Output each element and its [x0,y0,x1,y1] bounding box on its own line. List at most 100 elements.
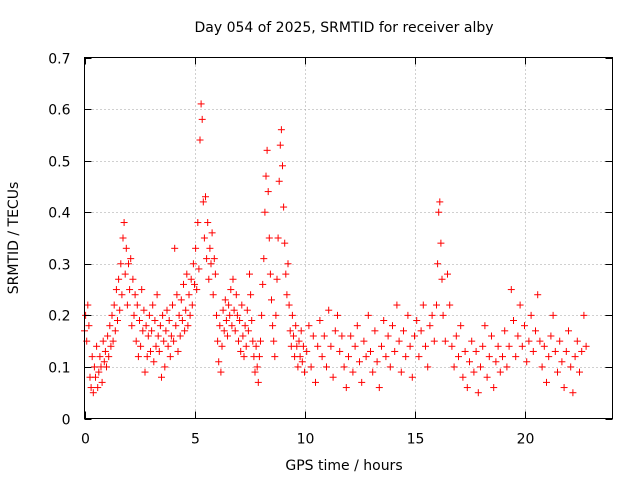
data-point [275,177,283,185]
data-point [576,368,583,376]
data-point [494,342,502,350]
data-point [232,291,240,299]
data-point [209,291,217,299]
data-point [573,337,581,345]
data-point [382,353,390,361]
data-point [197,100,205,108]
data-point [129,275,137,283]
data-point [158,373,165,381]
data-point [276,141,284,149]
x-tick-label: 5 [191,432,200,448]
data-point [162,327,170,335]
data-point [246,270,253,278]
data-point [391,347,399,355]
data-point [470,368,478,376]
y-tick-label: 0.7 [48,52,70,68]
data-point [178,317,186,325]
data-point [556,337,564,345]
data-point [490,384,498,392]
x-tick-label: 15 [407,432,425,448]
data-point [131,291,139,299]
data-point [225,301,233,309]
data-point [150,358,158,366]
data-point [206,244,214,252]
data-point [164,342,172,350]
data-point [120,219,128,227]
data-point [200,234,208,242]
data-point [325,306,333,314]
data-point [298,358,306,366]
data-point [236,317,244,325]
data-point [176,332,184,340]
data-point [371,327,379,335]
data-point [128,322,136,330]
data-point [549,311,557,319]
data-point [397,368,405,376]
data-point [92,373,99,381]
data-point [437,239,445,247]
x-axis-label: GPS time / hours [285,458,402,474]
data-point [193,286,201,294]
data-point [239,332,247,340]
data-point [227,286,235,294]
data-point [229,275,237,283]
data-point [336,347,344,355]
data-point [118,291,126,299]
data-point [282,270,290,278]
data-point [293,342,301,350]
data-point [185,291,193,299]
data-point [255,353,263,361]
data-point [551,347,559,355]
data-point [547,332,555,340]
data-point [290,332,297,340]
data-point [270,337,278,345]
data-point [253,363,261,371]
data-point [115,275,123,283]
data-point [356,358,363,366]
y-tick-label: 0.4 [48,206,70,222]
data-point [411,332,418,340]
data-point [375,384,383,392]
data-point [195,265,203,273]
data-point [364,311,372,319]
data-point [112,286,120,294]
plot-frame [84,57,613,419]
data-point [142,322,150,330]
data-point [258,311,266,319]
data-point [338,332,346,340]
data-point [182,306,190,314]
data-point [331,327,339,335]
data-point [148,327,156,335]
data-point [175,311,183,319]
data-point [273,275,281,283]
data-point [123,301,131,309]
data-point [214,337,222,345]
data-point [468,337,476,345]
data-point [565,327,572,335]
data-point [481,322,489,330]
data-point [265,234,273,242]
data-point [514,332,522,340]
data-point [309,332,317,340]
data-point [266,270,274,278]
data-point [220,327,228,335]
data-point [571,353,579,361]
data-point [85,322,93,330]
data-point [285,301,293,309]
data-point [173,291,181,299]
data-point [95,368,103,376]
data-point [202,193,209,201]
data-point [472,347,480,355]
data-point [334,311,341,319]
data-point [133,301,141,309]
data-point [181,327,189,335]
data-point [483,373,491,381]
data-point [244,327,252,335]
data-point [320,332,328,340]
data-point [406,342,414,350]
data-point [263,146,271,154]
data-point [501,327,509,335]
data-point [351,342,359,350]
data-point [241,322,249,330]
data-point [461,347,469,355]
